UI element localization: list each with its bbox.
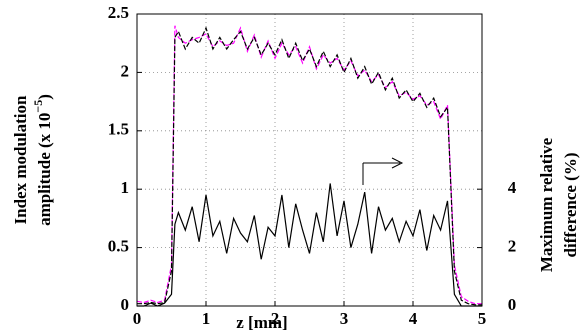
x-tick-label: 2 bbox=[271, 309, 280, 328]
x-axis-label: z [mm] bbox=[236, 313, 287, 332]
x-tick-label: 4 bbox=[409, 309, 418, 328]
y-tick-label: 2 bbox=[121, 61, 130, 80]
x-tick-label: 0 bbox=[133, 309, 142, 328]
y-tick-label: 1.5 bbox=[108, 120, 129, 139]
annotation-arrow bbox=[362, 157, 404, 185]
series-line bbox=[137, 183, 482, 307]
y2-axis-label: difference (%) bbox=[561, 153, 580, 258]
y-tick-label: 0.5 bbox=[108, 237, 129, 256]
y-axis-label: Index modulation bbox=[11, 95, 30, 224]
y-axis-label: ) bbox=[35, 94, 54, 100]
y2-tick-label: 2 bbox=[508, 237, 517, 256]
x-tick-label: 1 bbox=[202, 309, 211, 328]
y-tick-label: 0 bbox=[121, 295, 130, 314]
y-tick-label: 2.5 bbox=[108, 3, 129, 22]
y2-axis-label: Maximum relative bbox=[537, 137, 556, 272]
x-tick-label: 5 bbox=[478, 309, 487, 328]
x-tick-label: 3 bbox=[340, 309, 349, 328]
y2-tick-label: 0 bbox=[508, 295, 517, 314]
y-axis-label: amplitude (x 10 bbox=[35, 113, 54, 226]
y-tick-label: 1 bbox=[121, 178, 130, 197]
series-line bbox=[136, 25, 482, 305]
y2-tick-label: 4 bbox=[508, 178, 517, 197]
y-axis-label: amplitude (x 10−5) bbox=[31, 94, 54, 226]
series-line bbox=[137, 26, 482, 306]
y-axis-exponent: −5 bbox=[31, 100, 45, 113]
plot-frame bbox=[136, 13, 483, 307]
